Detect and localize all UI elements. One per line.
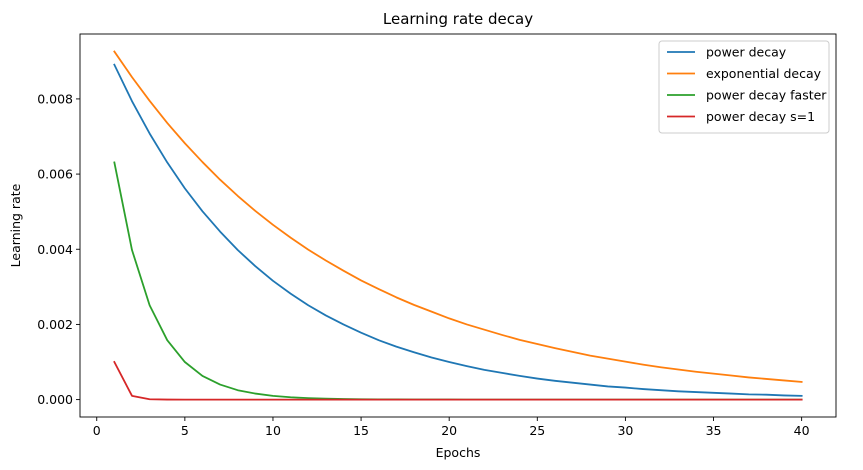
x-tick-label: 15 xyxy=(353,423,369,438)
x-tick-label: 5 xyxy=(181,423,189,438)
x-tick-label: 10 xyxy=(265,423,281,438)
x-tick-label: 35 xyxy=(706,423,722,438)
chart-title: Learning rate decay xyxy=(383,10,533,28)
y-tick-label: 0.004 xyxy=(37,242,73,257)
legend-box xyxy=(658,40,830,134)
series-line-1 xyxy=(113,63,803,397)
y-tick-label: 0.002 xyxy=(37,317,73,332)
y-tick-label: 0.008 xyxy=(37,91,73,106)
legend-entry-1: power decay xyxy=(706,45,787,60)
legend-entry-3: power decay faster xyxy=(706,88,827,103)
x-axis-label: Epochs xyxy=(436,445,481,460)
series-line-4 xyxy=(113,360,803,401)
plot-frame xyxy=(79,33,837,418)
x-tick-label: 40 xyxy=(794,423,810,438)
y-axis-label: Learning rate xyxy=(8,183,23,267)
legend-entry-2: exponential decay xyxy=(706,66,822,81)
x-tick-label: 25 xyxy=(529,423,545,438)
y-tick-label: 0.000 xyxy=(37,392,73,407)
x-tick-label: 30 xyxy=(617,423,633,438)
x-tick-label: 0 xyxy=(93,423,101,438)
legend-entry-4: power decay s=1 xyxy=(706,109,815,124)
x-tick-label: 20 xyxy=(441,423,457,438)
y-tick-label: 0.006 xyxy=(37,167,73,182)
series-line-2 xyxy=(113,50,803,383)
